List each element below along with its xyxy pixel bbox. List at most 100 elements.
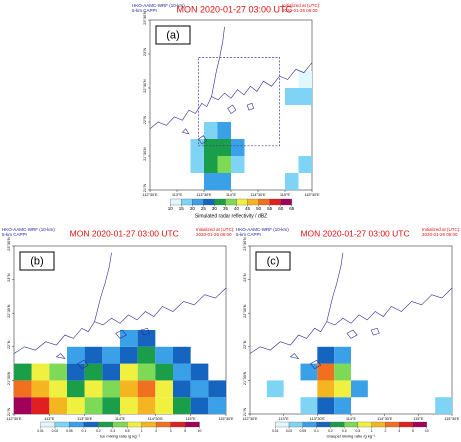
grid-cell [67,363,85,381]
x-tick-label: 115°E [413,417,424,421]
grid-cell [120,363,138,381]
grid-cell [137,330,156,347]
grid-cell [49,397,67,414]
colorbar-tick-label: 5 [184,429,186,433]
grid-cell [204,122,218,139]
grid-cell [155,380,173,398]
grid-cell [120,330,138,347]
colorbar-swatch [83,421,99,428]
y-tick-label: 21°N [7,408,11,417]
grid-cell [67,380,85,398]
y-tick-label: 23°N [143,48,147,57]
init-time: 2020-01-26 06:00 [422,232,458,237]
y-tick-label: 22°N [7,340,11,349]
colorbar-swatch [98,421,113,428]
colorbar-tick-label: 35 [223,206,229,211]
grid-cell [217,139,231,156]
colorbar-tick-label: 0.3 [110,429,115,433]
x-tick-label: 114°E [115,417,126,421]
grid-cell [208,397,226,414]
grid-cell [351,380,368,398]
grid-cell [120,346,138,364]
y-tick-label: 22°N [143,116,147,125]
colorbar-tick-label: 5 [412,429,414,433]
grid-cell [137,346,156,364]
panel-label: (a) [166,29,179,41]
grid-cell [317,363,335,381]
y-tick-label: 22°30'N [7,304,11,318]
init-label: Initialized at (UTC): [196,227,235,232]
x-tick-label: 115°30'E [218,417,234,421]
grid-cell [67,346,85,364]
grid-cell [137,363,156,381]
y-tick-label: 22°30'N [143,79,147,93]
product-name: 5-km CAPPI [132,8,157,13]
model-name: HKO-AAMC-WRF (10-km) [236,227,289,232]
colorbar-swatch [214,198,226,206]
colorbar-swatch [141,421,157,428]
grid-cell [67,397,85,414]
grid-cell [173,380,191,398]
colorbar-swatch [275,421,290,428]
colorbar-swatch [112,421,128,428]
y-tick-label: 23°30'N [7,237,11,251]
x-tick-label: 114°30'E [377,417,393,421]
colorbar-swatch [184,421,200,428]
grid-cell [317,380,335,398]
colorbar-tick-label: 0.05 [66,429,73,433]
y-tick-label: 23°30'N [143,11,147,25]
grid-cell [334,363,351,381]
colorbar-swatch [343,421,359,428]
colorbar-tick-label: 25 [201,206,207,211]
grid-cell [231,156,245,173]
colorbar-swatch [54,421,70,428]
x-tick-label: 113°30'E [310,417,326,421]
x-tick-label: 113°E [44,417,55,421]
colorbar-tick-label: 15 [179,206,185,211]
colorbar-tick-label: 10 [198,429,202,433]
x-tick-label: 112°30'E [242,417,258,421]
grid-cell [155,363,173,381]
model-name: HKO-AAMC-WRF (10-km) [132,3,185,8]
colorbar-tick-label: 45 [245,206,251,211]
panel-title: MON 2020-01-27 03:00 UTC [176,4,292,14]
grid-cell [334,380,351,398]
grid-cell [31,363,50,381]
colorbar-tick-label: 3 [398,429,400,433]
model-name: HKO-AAMC-WRF (10-km) [2,227,55,232]
colorbar-swatch [357,421,372,428]
colorbar-title: Graupel mixing ratio /g kg⁻¹ [326,434,376,439]
grid-cell [14,397,32,414]
grid-cell [266,380,284,398]
grid-cell [204,173,218,190]
colorbar-tick-label: 55 [267,206,273,211]
colorbar-swatch [330,421,345,428]
grid-cell [190,380,209,398]
grid-cell [31,397,50,414]
focus-box [198,57,280,147]
colorbar-tick-label: 40 [234,206,240,211]
colorbar-swatch [225,198,237,206]
y-tick-label: 22°30'N [243,304,247,318]
grid-cell [334,397,351,414]
colorbar-swatch [247,198,259,206]
y-tick-label: 21°30'N [7,371,11,385]
grid-cell [14,363,32,381]
x-tick-label: 113°30'E [77,417,93,421]
colorbar-tick-label: 1 [141,429,143,433]
colorbar-swatch [181,198,193,206]
colorbar-tick-label: 3 [170,429,172,433]
grid-cell [300,397,318,414]
colorbar-tick-label: 10 [425,429,429,433]
coastline [250,253,452,369]
grid-cell [84,346,103,364]
grid-cell [317,397,335,414]
init-label: Initialized at (UTC): [282,3,321,8]
product-name: 5-km CAPPI [236,232,261,237]
x-tick-label: 115°E [186,417,197,421]
colorbar-title: Simulated radar reflectivity / dBZ [195,213,267,219]
colorbar-tick-label: 0.02 [52,429,59,433]
init-time: 2020-01-26 06:00 [282,8,318,13]
grid-cell [102,397,120,414]
grid-cell [190,139,204,156]
